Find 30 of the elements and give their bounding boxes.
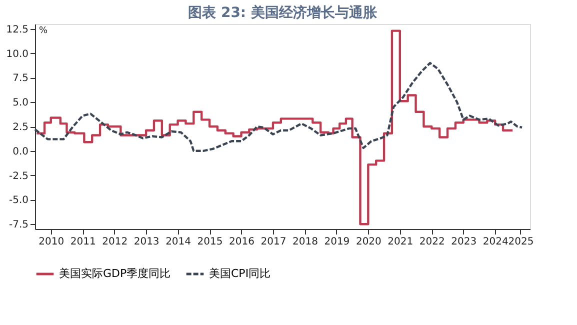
x-tick-label: 2022 [419, 236, 445, 248]
y-tick-label: -7.5 [8, 220, 28, 231]
y-tick-label: 10.0 [6, 48, 28, 60]
y-tick-label: 5.0 [12, 98, 28, 109]
x-tick-label: 2018 [292, 236, 318, 248]
x-tick-label: 2024 [482, 236, 508, 248]
x-tick-label: 2014 [166, 236, 192, 248]
x-tick-label: 2021 [388, 236, 414, 248]
y-tick-label: -5.0 [8, 195, 28, 206]
y-axis-title: % [39, 26, 48, 36]
x-tick-label: 2013 [134, 236, 160, 248]
x-tick-label: 2025 [508, 236, 534, 248]
x-tick-label: 2015 [197, 236, 223, 248]
y-tick-label: 0.0 [12, 146, 28, 158]
x-tick-label: 2016 [229, 236, 254, 248]
legend-label: 美国CPI同比 [209, 267, 271, 280]
x-tick-label: 2019 [324, 236, 350, 248]
legend-label: 美国实际GDP季度同比 [59, 267, 171, 280]
line-series [34, 62, 524, 152]
chart-title: 图表 23: 美国经济增长与通胀 [188, 4, 378, 21]
y-tick-label: 7.5 [12, 73, 28, 84]
y-tick-label: 12.5 [6, 24, 28, 36]
x-tick-label: 2020 [356, 236, 382, 248]
y-tick-label: 2.5 [12, 122, 28, 133]
x-tick-label: 2017 [260, 236, 286, 248]
x-tick-label: 2011 [70, 236, 96, 248]
x-tick-label: 2012 [102, 236, 128, 248]
x-tick-label: 2023 [451, 236, 477, 248]
x-tick-label: 2010 [38, 236, 64, 248]
y-tick-label: -2.5 [8, 170, 28, 182]
